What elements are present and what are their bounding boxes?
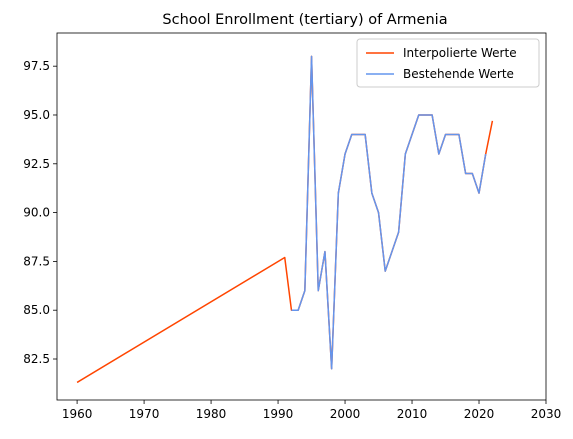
- x-tick-label: 2010: [397, 407, 428, 421]
- y-tick-label: 90.0: [23, 206, 50, 220]
- legend-box: [356, 38, 540, 88]
- x-tick-label: 2020: [464, 407, 495, 421]
- plot-frame: [56, 32, 547, 401]
- y-tick-label: 85.0: [23, 303, 50, 317]
- y-tick-label: 87.5: [23, 254, 50, 268]
- x-tick-label: 1970: [129, 407, 160, 421]
- y-tick-label: 82.5: [23, 352, 50, 366]
- y-tick-label: 92.5: [23, 157, 50, 171]
- legend-label-2: Bestehende Werte: [403, 67, 514, 81]
- x-tick-label: 1960: [62, 407, 93, 421]
- x-tick-label: 1980: [196, 407, 227, 421]
- series-line-1: [76, 55, 494, 384]
- plot-area: [76, 55, 494, 384]
- axes: 1960 1970 1980 1990 2000 2010 2020 2030 82.5 85.0…: [23, 32, 562, 421]
- y-tick-label: 95.0: [23, 108, 50, 122]
- x-tick-label: 2030: [531, 407, 562, 421]
- y-tick-label: 97.5: [23, 59, 50, 73]
- series-line-2: [291, 55, 487, 370]
- x-tick-label: 1990: [263, 407, 294, 421]
- chart-title: School Enrollment (tertiary) of Armenia: [162, 12, 447, 28]
- legend: Interpolierte Werte Bestehende Werte: [356, 38, 540, 88]
- x-tick-label: 2000: [330, 407, 361, 421]
- legend-label-1: Interpolierte Werte: [403, 46, 517, 60]
